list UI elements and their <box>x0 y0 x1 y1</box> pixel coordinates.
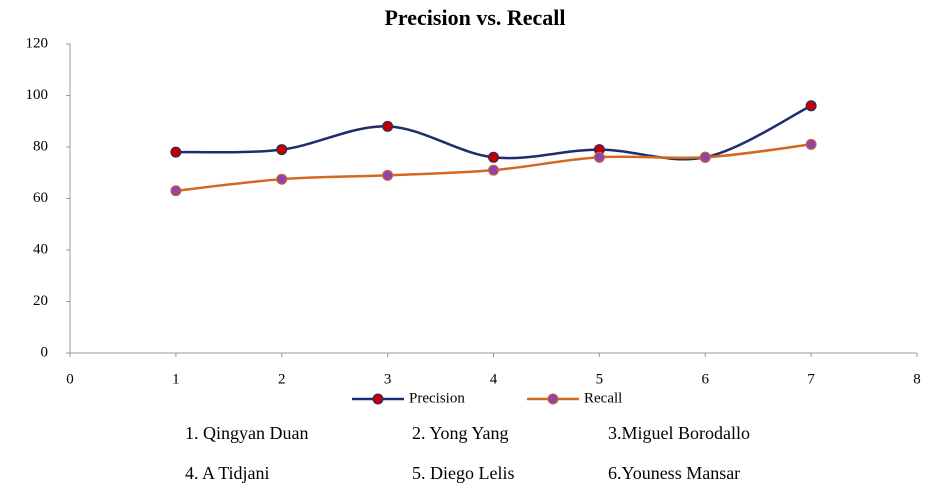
line <box>175 104 812 161</box>
x-tick-label: 0 <box>66 371 74 387</box>
chart-title: Precision vs. Recall <box>384 5 565 30</box>
x-tick-label: 3 <box>384 371 392 387</box>
marker <box>382 120 394 132</box>
y-tick-label: 60 <box>33 190 48 206</box>
x-tick-label: 2 <box>278 371 286 387</box>
x-tick-label: 8 <box>913 371 921 387</box>
x-tick-label: 4 <box>490 371 498 387</box>
y-tick-label: 120 <box>26 35 49 51</box>
y-tick-label: 80 <box>33 138 48 154</box>
marker <box>699 151 711 163</box>
x-tick-label: 1 <box>172 371 180 387</box>
marker <box>382 169 394 181</box>
annotation: 4. A Tidjani <box>185 463 270 483</box>
x-tick-label: 7 <box>807 371 815 387</box>
annotation: 2. Yong Yang <box>412 423 509 443</box>
marker <box>488 164 499 176</box>
annotation: 6.Youness Mansar <box>608 463 740 483</box>
marker <box>276 144 288 156</box>
marker <box>805 100 817 112</box>
y-tick-label: 0 <box>41 344 49 360</box>
legend-label: Precision <box>409 390 465 406</box>
x-tick-label: 5 <box>596 371 604 387</box>
marker <box>488 151 499 163</box>
marker <box>170 185 182 197</box>
y-tick-label: 20 <box>33 293 48 309</box>
marker <box>593 151 605 163</box>
legend-label: Recall <box>584 390 622 406</box>
x-tick-label: 6 <box>702 371 710 387</box>
annotation: 1. Qingyan Duan <box>185 423 308 443</box>
legend-marker <box>372 393 384 405</box>
marker <box>805 138 817 150</box>
y-tick-label: 100 <box>26 87 49 103</box>
y-tick-label: 40 <box>33 241 48 257</box>
annotation: 5. Diego Lelis <box>412 463 514 483</box>
marker <box>170 146 182 158</box>
annotation: 3.Miguel Borodallo <box>608 423 750 443</box>
marker <box>276 173 288 185</box>
legend-marker <box>547 393 559 405</box>
